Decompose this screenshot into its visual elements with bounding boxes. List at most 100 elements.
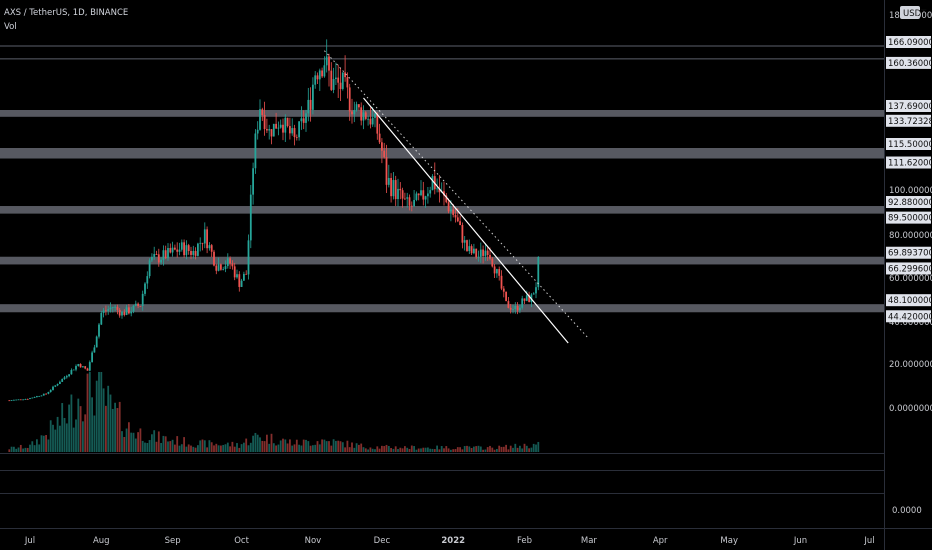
candle-body [243,273,245,281]
volume-bar [247,445,250,452]
candle-body [420,190,422,196]
trendline-solid[interactable] [363,97,569,344]
volume-bar [47,439,50,452]
price-tick-label: 60.0000000 [889,274,932,284]
volume-bar [401,448,404,452]
candle-body [314,75,317,85]
candle-body [261,109,264,115]
candle-body [56,384,59,386]
candle-body [436,188,438,190]
candle-body [376,113,379,134]
level-badge[interactable] [886,36,931,48]
support-band-4[interactable] [0,304,884,313]
candle-body [323,65,326,77]
volume-bar [38,444,41,452]
candle-body [496,269,498,274]
price-tick-label: 100.0000000 [889,186,932,196]
candle-body [293,128,296,138]
level-badge[interactable] [886,156,931,169]
volume-bar [245,438,248,452]
candle-body [82,366,84,368]
candle-body [528,295,530,302]
candle-body [183,242,185,256]
volume-bar [353,447,356,452]
volume-bar [491,447,494,452]
time-axis[interactable]: Jul Aug Sep Oct Nov Dec 2022 Feb Mar Apr May Jun Jul [24,536,875,546]
candle-body [514,305,517,310]
volume-bar [328,441,330,452]
volume-bar [470,448,473,452]
candle-body [238,274,241,287]
candle-body [93,347,96,353]
candle-body [270,129,273,137]
level-badge[interactable] [886,294,931,307]
level-badge[interactable] [886,262,931,275]
volume-bar [54,429,57,452]
candle-body [424,196,427,200]
support-band-0[interactable] [0,110,884,117]
candle-body [259,109,261,130]
volume-bar [213,445,215,452]
candle-body [325,56,328,66]
time-tick-label: Mar [581,536,598,546]
candle-body [33,397,36,398]
candle-body [415,193,418,200]
volume-bar [314,444,317,452]
level-badge[interactable] [886,211,931,224]
volume-bar [148,440,151,452]
trendlines[interactable] [324,50,590,344]
level-badge[interactable] [886,100,931,112]
volume-bar [443,448,445,452]
candle-body [194,250,197,256]
level-badge[interactable] [886,56,931,69]
candle-body [162,250,165,260]
candle-body [450,209,452,212]
candle-body [477,256,480,258]
volume-bar [461,449,464,452]
volume-bar [49,420,52,452]
candle-body [125,307,128,315]
support-band-1[interactable] [0,148,884,159]
volume-bar [17,447,20,452]
support-band-2[interactable] [0,206,884,214]
level-badge[interactable] [886,310,931,323]
candle-body [236,274,238,278]
volume-bar [279,440,282,452]
candle-body [222,269,225,270]
candlesticks [8,39,540,402]
candle-body [316,75,319,80]
volume-bar [537,441,540,452]
candle-body [70,370,73,375]
level-badge[interactable] [886,138,931,150]
volume-bar [88,372,91,452]
candle-body [130,311,133,314]
volume-bar [109,394,112,452]
candle-body [155,254,158,255]
volume-bar [33,445,36,452]
volume-bar [473,446,475,452]
scale-top-left: 180 [889,11,905,21]
candle-body [498,269,501,276]
candle-body [532,293,535,295]
volume-bar [272,443,275,452]
volume-bar [72,427,75,452]
volume-bar [169,441,172,452]
candle-body [139,306,142,307]
level-badge[interactable] [886,246,931,259]
price-axis[interactable]: 100.0000000 80.0000000 60.0000000 40.000000… [886,36,932,516]
volume-bar [496,448,498,452]
candle-body [203,229,206,244]
candle-body [215,265,218,271]
currency-badge[interactable] [900,6,920,19]
candle-body [346,77,349,88]
level-badge[interactable] [886,114,931,127]
volume-bar [252,435,254,452]
candle-body [40,395,43,397]
candle-body [208,245,211,249]
volume-bar [530,447,533,452]
support-band-3[interactable] [0,256,884,265]
volume-bar [84,414,87,452]
level-badge[interactable] [886,196,931,209]
candle-body [114,306,116,308]
